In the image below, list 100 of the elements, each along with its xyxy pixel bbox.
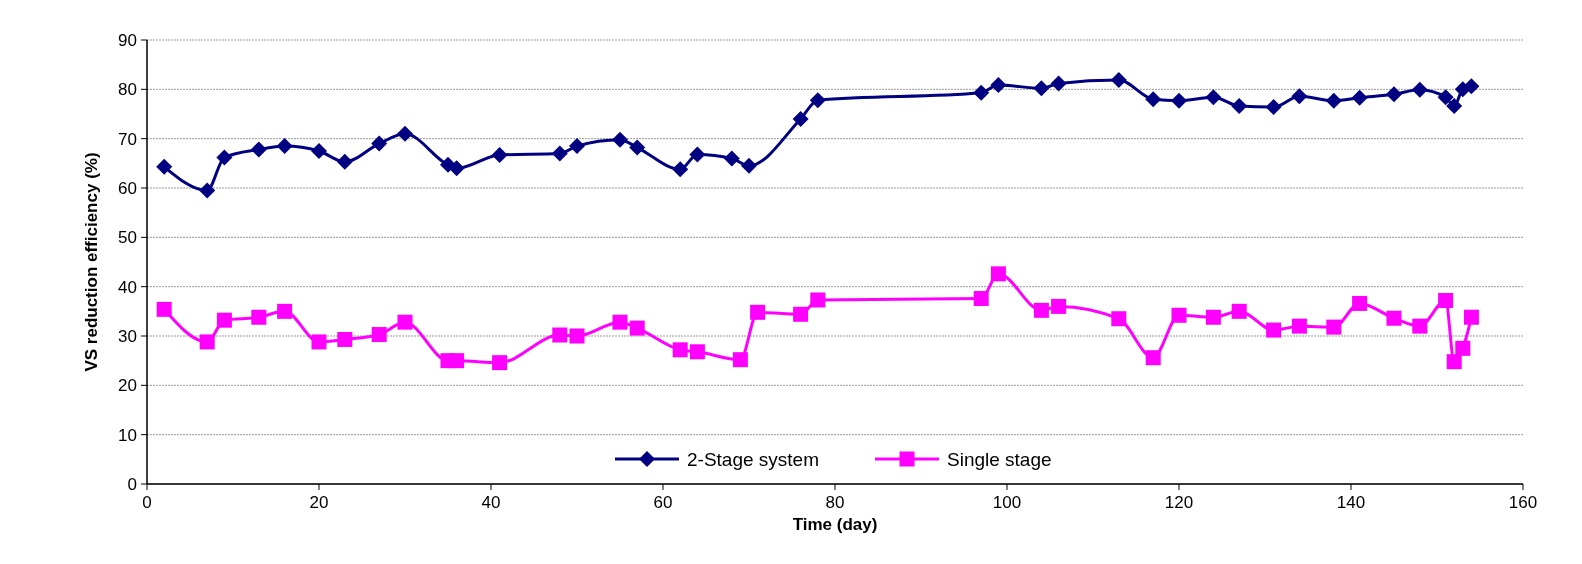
point [397, 314, 413, 330]
y-tick-label: 30 [118, 326, 137, 346]
y-tick-label: 60 [118, 178, 137, 198]
x-tick-label: 100 [992, 493, 1022, 512]
point [1463, 309, 1479, 325]
point [1325, 92, 1342, 109]
x-tick-label: 0 [142, 493, 152, 512]
point [1455, 340, 1471, 356]
point [732, 352, 748, 368]
point [276, 138, 293, 155]
point [311, 334, 327, 350]
y-axis-title: VS reduction efficiency (%) [82, 152, 101, 372]
x-tick-label: 20 [309, 493, 329, 512]
point [491, 146, 508, 163]
point [1411, 81, 1428, 98]
y-tick-label: 10 [118, 425, 137, 445]
x-tick-label: 60 [653, 493, 673, 512]
point [569, 138, 585, 155]
legend-label: Single stage [947, 448, 1052, 470]
x-axis-title: Time (day) [792, 515, 878, 534]
point [1446, 354, 1462, 370]
x-tick-label: 80 [825, 493, 845, 512]
point [1033, 80, 1050, 97]
point [1111, 311, 1127, 327]
point [156, 301, 172, 317]
point [250, 141, 267, 158]
legend-label: 2-Stage system [687, 448, 819, 470]
point [1171, 307, 1187, 323]
point [750, 304, 766, 320]
point [216, 149, 233, 166]
y-tick-label: 70 [118, 129, 137, 149]
point [1033, 302, 1049, 318]
point [793, 306, 809, 322]
point [990, 76, 1007, 93]
point [397, 125, 413, 142]
point [723, 150, 740, 167]
point [1231, 98, 1248, 115]
point [337, 331, 353, 347]
point [741, 157, 757, 174]
point [612, 131, 628, 148]
point [552, 327, 568, 343]
y-tick-label: 20 [118, 376, 137, 396]
point [1438, 292, 1454, 308]
point [672, 342, 688, 358]
point [1050, 75, 1067, 92]
point [1145, 350, 1161, 366]
y-tick-label: 50 [118, 228, 137, 248]
point [199, 334, 215, 350]
point [1351, 89, 1368, 106]
point [199, 182, 216, 199]
point [251, 309, 267, 325]
point [689, 146, 706, 163]
point [629, 320, 645, 336]
point [1446, 98, 1463, 115]
point [1386, 310, 1402, 326]
point [672, 161, 689, 178]
point [1231, 303, 1247, 319]
point [336, 153, 353, 170]
point [277, 303, 293, 319]
point [973, 84, 990, 101]
x-tick-label: 40 [481, 493, 501, 512]
point [1412, 318, 1428, 334]
point [973, 291, 989, 307]
point [371, 135, 388, 152]
point [1326, 319, 1342, 335]
point [371, 327, 387, 343]
point [1291, 318, 1307, 334]
x-tick-label: 140 [1336, 493, 1366, 512]
x-tick-label: 120 [1164, 493, 1194, 512]
point [551, 145, 568, 162]
point [689, 344, 705, 360]
point [1205, 89, 1222, 106]
point [1291, 88, 1308, 105]
point [449, 353, 465, 369]
point [990, 266, 1006, 282]
point [1463, 78, 1480, 95]
point [448, 160, 465, 177]
point [1110, 71, 1127, 88]
point [216, 312, 232, 328]
point [569, 328, 585, 344]
point [792, 110, 809, 127]
point [492, 355, 508, 371]
point [1352, 295, 1368, 311]
y-tick-label: 90 [118, 30, 137, 50]
point [612, 314, 628, 330]
point [1051, 298, 1067, 314]
point [1205, 309, 1221, 325]
point [1145, 91, 1162, 108]
point [629, 139, 646, 156]
y-tick-label: 80 [118, 80, 137, 100]
point [1266, 322, 1282, 338]
x-tick-label: 160 [1508, 493, 1538, 512]
point [156, 158, 173, 175]
point [1171, 92, 1187, 109]
point [1265, 99, 1282, 116]
y-tick-label: 40 [118, 277, 137, 297]
y-tick-label: 0 [127, 474, 137, 494]
point [809, 92, 826, 109]
point [1386, 86, 1402, 103]
point [1437, 89, 1454, 106]
